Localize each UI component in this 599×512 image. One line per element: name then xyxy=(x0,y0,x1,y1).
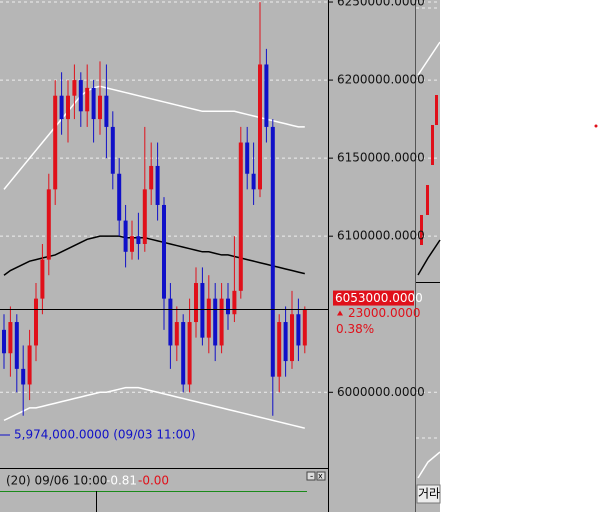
candle-body xyxy=(66,95,70,120)
change-pct-label: 0.38% xyxy=(336,322,374,336)
candle-body xyxy=(155,165,160,205)
low-label: 5,974,000.0000 (09/03 11:00) xyxy=(14,428,196,442)
candle-body xyxy=(130,236,134,252)
close-icon: x xyxy=(318,472,323,481)
candle-body xyxy=(59,95,64,120)
candle-body xyxy=(91,87,96,120)
y-tick-label: 6000000.0000 xyxy=(337,385,425,399)
candle-body xyxy=(53,95,58,190)
candle-body xyxy=(206,298,211,338)
y-tick-label: 6100000.0000 xyxy=(337,229,425,243)
candle-body xyxy=(149,165,154,190)
up-arrow xyxy=(337,310,343,316)
candle-body xyxy=(72,80,77,96)
candle-body xyxy=(104,95,109,127)
candle-body xyxy=(85,87,90,112)
candle-body xyxy=(245,142,250,174)
candle-body xyxy=(21,368,26,385)
candle-body xyxy=(168,298,173,346)
indicator-value: -0.81 xyxy=(106,474,137,488)
candle-body xyxy=(219,298,224,346)
close-button[interactable] xyxy=(316,471,326,481)
candle-body xyxy=(290,314,294,362)
candle-body xyxy=(27,345,32,385)
candle-body xyxy=(232,290,237,315)
indicator-value: -0.00 xyxy=(138,474,169,488)
candle-body xyxy=(110,126,115,174)
candle-body xyxy=(264,64,269,127)
band-line xyxy=(3,235,305,276)
candle-body xyxy=(283,322,288,362)
candle-body xyxy=(258,64,262,190)
candle-body xyxy=(194,283,198,323)
candle-body xyxy=(8,322,13,354)
minimize-button[interactable] xyxy=(306,471,316,481)
price-box xyxy=(333,290,414,306)
y-tick-label: 6250000.0000 xyxy=(337,0,425,9)
candle-body xyxy=(251,173,256,190)
candle-body xyxy=(162,204,166,299)
candle-body xyxy=(98,95,102,120)
candle-body xyxy=(187,322,192,385)
y-tick-label: 6200000.0000 xyxy=(337,73,425,87)
candle-body xyxy=(174,322,179,346)
minimize-icon: - xyxy=(310,472,313,482)
chart-background xyxy=(0,0,415,512)
y-tick-label: 6150000.0000 xyxy=(337,151,425,165)
side-panel xyxy=(415,0,440,512)
candle-body xyxy=(46,189,51,260)
candle-body xyxy=(34,298,38,346)
candle-body xyxy=(123,220,128,252)
marker-dot xyxy=(594,124,598,128)
candle-body xyxy=(2,329,6,354)
side-panel-label: 거라 xyxy=(418,487,440,501)
candle-body xyxy=(181,322,186,385)
candle-body xyxy=(238,142,243,291)
side-panel-content xyxy=(416,7,441,504)
candle-body xyxy=(136,236,141,244)
candle-body xyxy=(302,309,307,346)
candle-body xyxy=(14,322,19,369)
indicator-header: (20) 09/06 10:00 xyxy=(6,474,107,488)
band-line xyxy=(3,386,305,429)
candle-body xyxy=(200,283,205,338)
price-label: 6053000.0000 xyxy=(335,291,423,305)
candle-body xyxy=(40,259,45,299)
candle-body xyxy=(213,298,218,346)
candle-body xyxy=(142,189,147,244)
candle-body xyxy=(296,314,301,346)
candle-body xyxy=(226,298,230,315)
candle-body xyxy=(277,322,282,377)
candle-body xyxy=(78,80,83,112)
candle-body xyxy=(270,126,275,377)
change-label: 23000.0000 xyxy=(348,306,421,320)
candle-body xyxy=(117,173,122,221)
